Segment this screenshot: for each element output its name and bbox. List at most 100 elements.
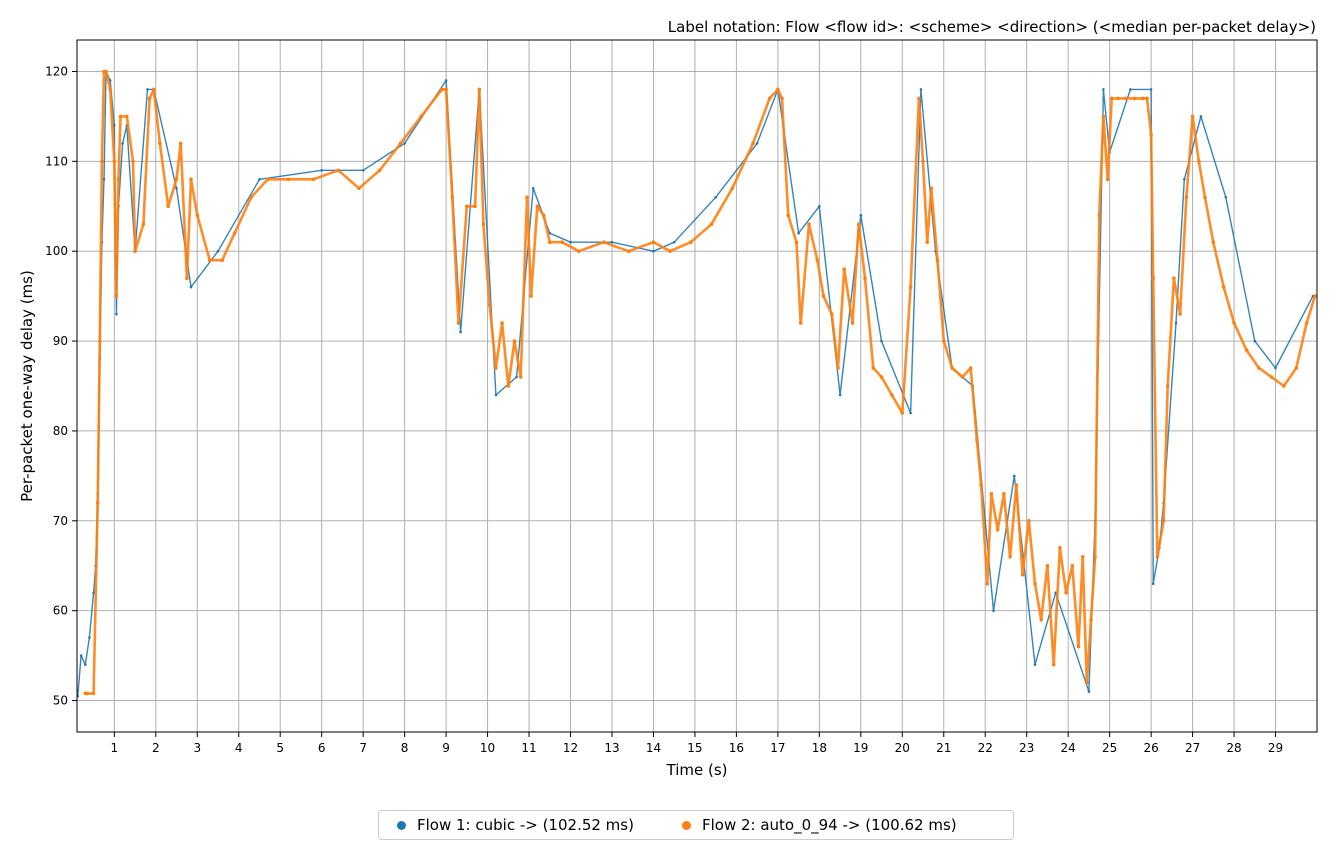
flow-1-point [569,240,572,244]
flow-2-point [1304,321,1309,325]
flow-2-point [651,240,656,244]
flow-2-point [798,321,803,325]
flow-2-point [560,240,564,244]
x-tick-label: 19 [853,741,868,755]
flow-2-point [730,186,735,191]
x-tick-label: 3 [193,741,201,755]
x-tick-label: 26 [1143,741,1158,755]
flow-2-point [178,141,183,146]
flow-2-point [979,483,983,487]
flow-2-point [131,159,135,164]
y-tick-label: 110 [45,154,68,168]
flow-2-point [141,222,146,226]
flow-2-point [1141,96,1145,101]
flow-2-point [512,339,517,343]
flow-1-point [1253,339,1257,343]
flow-2-point [548,240,552,244]
flow-2-point [249,195,253,200]
flow-1-point [1102,88,1105,91]
flow-2-point [151,87,156,92]
flow-2-point [1184,195,1189,200]
flow-2-point [473,204,477,209]
flow-1-point [909,411,912,415]
flow-1-point [1129,88,1132,91]
flow-2-point [1020,572,1025,577]
flow-1-point [320,169,324,172]
flow-2-point [114,294,119,298]
flow-2-point [917,96,921,101]
x-tick-label: 22 [978,741,993,755]
flow-2-point [794,240,799,244]
flow-2-point [158,141,162,146]
flow-2-point [487,303,492,307]
flow-1-point [992,609,995,612]
flow-1-point [1224,196,1228,199]
flow-2-point [1109,96,1114,101]
flow-2-point [975,438,979,442]
flow-2-point [807,222,811,226]
flow-2-point [108,87,112,92]
x-tick-label: 14 [646,741,661,755]
flow-2-point [1232,321,1236,325]
flow-2-point [1178,312,1182,316]
grid [77,40,1317,732]
flow-1-point [880,339,883,343]
x-tick-label: 27 [1185,741,1200,755]
flow-2-point [1070,563,1075,568]
flow-1-point [797,231,800,235]
flow-1-point [818,205,821,208]
flow-2-point [1039,617,1043,622]
flow-2-point [1132,96,1137,101]
flow-2-point [1064,590,1068,595]
x-tick-label: 23 [1019,741,1034,755]
flow-2-point [494,366,498,370]
flow-2-point [85,691,90,696]
flow-2-point [1014,483,1019,487]
flow-2-point [1101,114,1106,119]
flow-2-point [98,339,102,343]
flow-2-point [1165,384,1170,388]
x-tick-label: 9 [442,741,450,755]
flow-2-point [950,366,954,370]
flow-2-point [1161,519,1166,523]
flow-1-point [1013,474,1016,478]
flow-2-point [1124,96,1128,101]
flow-2-point [398,141,403,146]
flow-2-point [709,222,714,226]
y-axis-label: Per-packet one-way delay (ms) [18,270,36,502]
legend-label-flow-1: Flow 1: cubic -> (102.52 ms) [417,816,634,834]
flow-2-series [83,69,1317,696]
flow-1-point [189,285,193,289]
legend-item-flow-2: Flow 2: auto_0_94 -> (100.62 ms) [681,816,957,834]
flow-2-point [1203,195,1207,200]
flow-1-point [652,249,655,253]
x-tick-label: 17 [770,741,785,755]
flow-2-point [1172,276,1176,281]
flow-1-point [403,142,406,145]
flow-2-point [456,321,461,325]
flow-1-point [714,196,717,199]
flow-2-point [1257,366,1261,370]
plot-frame [76,39,1318,733]
x-tick-label: 15 [687,741,702,755]
flow-1-point [92,591,95,594]
flow-2-point [125,114,129,119]
flow-2-point [336,168,341,173]
flow-1-point [102,178,106,181]
flow-1-point [610,240,614,244]
flow-2-point [166,204,170,209]
flow-2-point [863,276,867,281]
x-tick-label: 1 [111,741,119,755]
flow-2-point [1269,375,1274,379]
flow-2-point [1197,159,1201,164]
flow-1-point [1174,321,1178,325]
flow-2-point [1151,276,1155,281]
flow-2-point [1008,555,1012,559]
flow-1-point [361,169,365,172]
flow-1-point [1149,88,1153,91]
flow-2-point [529,294,533,298]
y-tick-label: 120 [45,64,68,78]
flow-2-point [1097,213,1102,217]
x-tick-label: 29 [1268,741,1283,755]
